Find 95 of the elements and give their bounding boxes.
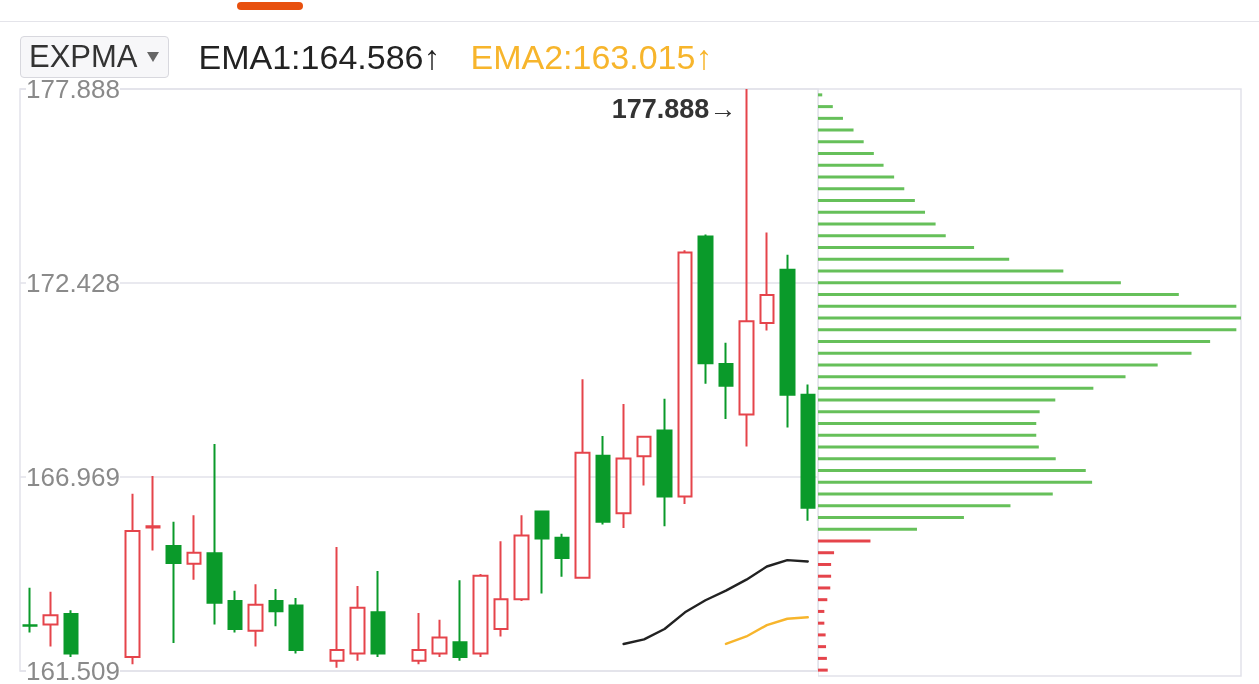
bar — [818, 433, 1037, 437]
bar — [818, 586, 831, 590]
candlestick — [718, 341, 734, 421]
line-series — [724, 616, 809, 646]
candlestick — [247, 583, 264, 648]
bar — [818, 304, 1237, 308]
candlestick — [759, 231, 775, 332]
bar — [818, 656, 827, 660]
candlestick — [554, 532, 570, 578]
bar — [818, 386, 1094, 390]
candlestick — [493, 540, 509, 638]
text: EMA1:164.586↑ — [198, 37, 441, 77]
text: EMA2:163.015↑ — [470, 37, 713, 77]
candlestick — [42, 590, 59, 648]
bar — [818, 492, 1053, 496]
candlestick — [574, 378, 591, 579]
candlestick — [227, 589, 243, 634]
y-tick-label: 177.888 — [26, 74, 120, 104]
bar — [818, 187, 905, 191]
bar — [818, 351, 1192, 355]
y-tick-label: 166.969 — [26, 461, 120, 492]
bar — [818, 93, 823, 97]
bar — [818, 163, 884, 167]
candlestick — [411, 612, 427, 666]
bar — [818, 551, 835, 555]
bar — [818, 621, 825, 625]
candlestick — [738, 88, 755, 448]
bar — [818, 469, 1086, 473]
bar — [818, 562, 832, 566]
bar — [818, 375, 1126, 379]
bar — [818, 598, 828, 602]
candlestick — [636, 435, 652, 487]
bar — [818, 116, 843, 120]
annotation: 177.888→ — [611, 93, 737, 124]
candlestick — [288, 597, 304, 655]
candlestick — [431, 618, 448, 659]
bar — [818, 269, 1064, 273]
bar — [818, 633, 826, 637]
bar — [818, 363, 1158, 367]
line-series — [622, 558, 809, 646]
candlestick — [677, 249, 693, 505]
bar — [818, 245, 975, 249]
bar — [818, 128, 854, 132]
legend-title: EXPMA — [29, 39, 138, 75]
candlestick — [513, 514, 530, 602]
candlestick — [349, 585, 366, 662]
candlestick — [615, 403, 632, 530]
candlestick — [595, 435, 611, 526]
candlestick — [697, 233, 714, 385]
candlestick — [534, 510, 550, 595]
bar — [818, 339, 1211, 343]
bar — [818, 527, 917, 531]
y-tick-label: 172.428 — [26, 268, 120, 299]
bar — [818, 328, 1237, 332]
bar — [818, 199, 915, 203]
bar — [818, 668, 828, 672]
bar — [818, 234, 946, 238]
bar — [818, 445, 1039, 449]
bar — [818, 175, 895, 179]
bar — [818, 316, 1241, 320]
bar — [818, 516, 964, 520]
bar — [818, 645, 827, 649]
candlestick — [124, 492, 141, 666]
candlestick — [329, 545, 345, 669]
candlestick — [206, 442, 223, 626]
candlestick — [145, 474, 161, 552]
bar — [818, 105, 833, 109]
candlestick — [22, 586, 38, 634]
bar — [818, 480, 1093, 484]
bar — [818, 504, 1011, 508]
candlestick — [268, 587, 284, 628]
bar — [818, 410, 1040, 414]
bar — [818, 457, 1056, 461]
bar — [818, 609, 825, 613]
candlestick — [186, 514, 202, 581]
bar — [818, 281, 1121, 285]
bar — [818, 539, 871, 543]
bar — [818, 140, 864, 144]
candlestick — [452, 579, 468, 662]
candlestick — [472, 572, 489, 659]
bar — [818, 257, 1010, 261]
candlestick — [779, 253, 796, 429]
bar — [818, 574, 832, 578]
candlestick — [656, 397, 673, 528]
bar — [818, 222, 936, 226]
bar — [818, 152, 874, 156]
candlestick — [165, 520, 182, 644]
candlestick — [370, 570, 386, 659]
bar — [818, 210, 926, 214]
bar — [818, 398, 1056, 402]
candlestick — [63, 609, 79, 659]
bar — [818, 422, 1037, 426]
bar — [818, 292, 1179, 296]
y-tick-label: 161.509 — [26, 656, 120, 684]
candlestick — [800, 383, 816, 522]
